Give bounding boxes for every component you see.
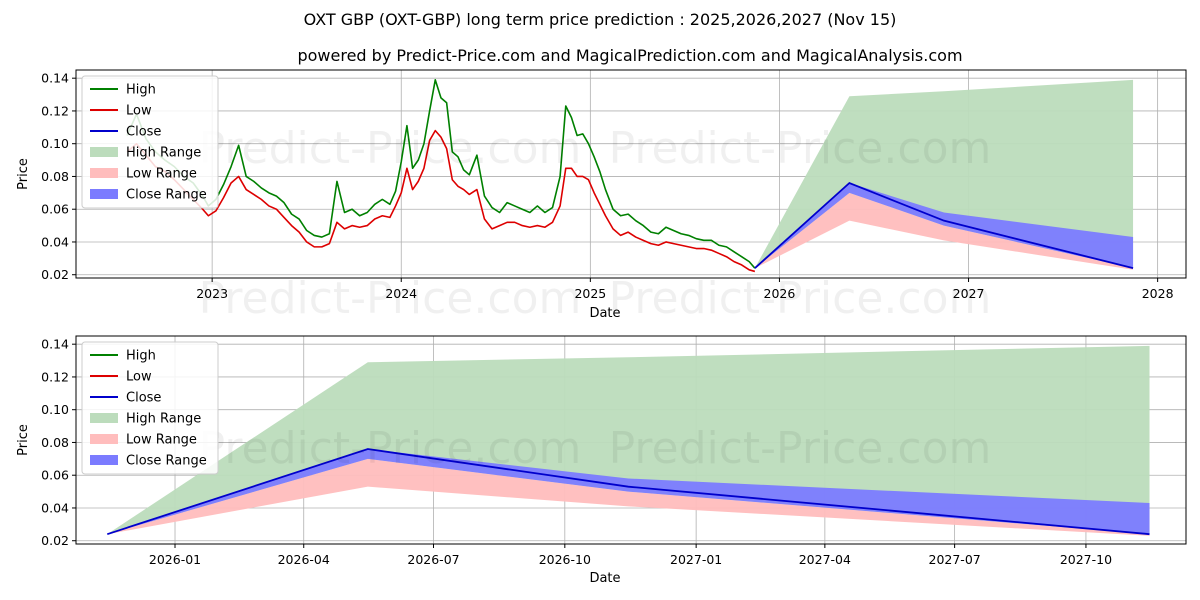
x-tick-label: 2026-07 bbox=[407, 552, 459, 567]
legend-swatch-high-range bbox=[90, 147, 118, 157]
legend: High Low Close High Range Low Range Close Ran… bbox=[81, 75, 219, 209]
x-tick-label: 2024 bbox=[385, 286, 417, 301]
x-tick-label: 2026-01 bbox=[149, 552, 201, 567]
legend: High Low Close High Range Low Range Close Ran… bbox=[81, 341, 219, 475]
y-tick-label: 0.06 bbox=[41, 202, 69, 217]
legend-swatch-close-range bbox=[90, 455, 118, 465]
watermark-text: Predict-Price.com bbox=[199, 423, 582, 474]
x-axis-label: Date bbox=[589, 571, 620, 586]
legend-label: Close bbox=[126, 391, 161, 406]
legend-label: Close Range bbox=[126, 188, 207, 203]
y-axis-label: Price bbox=[16, 424, 31, 456]
legend-label: Low Range bbox=[126, 167, 197, 182]
chart-subtitle: powered by Predict-Price.com and Magical… bbox=[297, 46, 962, 65]
legend-swatch-low-range bbox=[90, 168, 118, 178]
y-tick-label: 0.08 bbox=[41, 435, 69, 450]
y-axis-label: Price bbox=[16, 158, 31, 190]
x-tick-label: 2025 bbox=[574, 286, 606, 301]
top-panel: Predict-Price.com Predict-Price.com Predic… bbox=[16, 69, 1187, 324]
x-tick-label: 2027-07 bbox=[929, 552, 981, 567]
close-series-line bbox=[754, 181, 1134, 270]
watermark-text: Predict-Price.com bbox=[199, 123, 582, 174]
legend-label: High bbox=[126, 83, 156, 98]
axes-frame bbox=[75, 69, 1187, 279]
legend-label: Close bbox=[126, 125, 161, 140]
high-series-line bbox=[126, 79, 756, 269]
legend-swatch-high-range bbox=[90, 413, 118, 423]
x-tick-label: 2027 bbox=[953, 286, 985, 301]
y-tick-label: 0.10 bbox=[41, 136, 69, 151]
watermark-text: Predict-Price.com bbox=[609, 123, 992, 174]
x-tick-label: 2027-04 bbox=[799, 552, 851, 567]
legend-label: High bbox=[126, 349, 156, 364]
high-range-area bbox=[754, 79, 1134, 269]
watermark-text: Predict-Price.com bbox=[609, 423, 992, 474]
x-axis-label: Date bbox=[589, 306, 620, 321]
y-tick-label: 0.14 bbox=[41, 337, 69, 352]
low-series-line bbox=[126, 129, 756, 273]
y-tick-label: 0.02 bbox=[41, 267, 69, 282]
y-tick-label: 0.12 bbox=[41, 369, 69, 384]
chart-title: OXT GBP (OXT-GBP) long term price predic… bbox=[304, 10, 897, 29]
legend-swatch-close-range bbox=[90, 189, 118, 199]
x-tick-label: 2023 bbox=[196, 286, 228, 301]
bottom-panel: Predict-Price.com Predict-Price.com 0.02 0.… bbox=[16, 335, 1187, 586]
x-tick-label: 2026 bbox=[764, 286, 796, 301]
y-tick-label: 0.04 bbox=[41, 234, 69, 249]
y-tick-label: 0.04 bbox=[41, 500, 69, 515]
legend-label: High Range bbox=[126, 412, 201, 427]
axes-frame bbox=[75, 335, 1187, 545]
close-range-area bbox=[107, 449, 1150, 535]
legend-label: High Range bbox=[126, 146, 201, 161]
x-tick-label: 2026-10 bbox=[539, 552, 591, 567]
y-tick-label: 0.08 bbox=[41, 169, 69, 184]
legend-swatch-low-range bbox=[90, 434, 118, 444]
watermark-text: Predict-Price.com bbox=[199, 273, 582, 324]
x-tick-label: 2026-04 bbox=[278, 552, 330, 567]
x-tick-label: 2028 bbox=[1142, 286, 1174, 301]
y-tick-label: 0.14 bbox=[41, 71, 69, 86]
low-range-area bbox=[754, 192, 1134, 270]
legend-label: Low Range bbox=[126, 433, 197, 448]
y-tick-label: 0.12 bbox=[41, 103, 69, 118]
x-tick-label: 2027-10 bbox=[1060, 552, 1112, 567]
watermark-text: Predict-Price.com bbox=[609, 273, 992, 324]
high-range-area bbox=[107, 345, 1150, 535]
y-tick-label: 0.10 bbox=[41, 402, 69, 417]
legend-label: Low bbox=[126, 370, 152, 385]
y-tick-label: 0.06 bbox=[41, 468, 69, 483]
legend-label: Low bbox=[126, 104, 152, 119]
close-range-area bbox=[754, 183, 1134, 269]
low-range-area bbox=[107, 458, 1150, 536]
legend-label: Close Range bbox=[126, 454, 207, 469]
y-tick-label: 0.02 bbox=[41, 533, 69, 548]
x-tick-label: 2027-01 bbox=[670, 552, 722, 567]
close-series-line bbox=[106, 448, 1150, 536]
